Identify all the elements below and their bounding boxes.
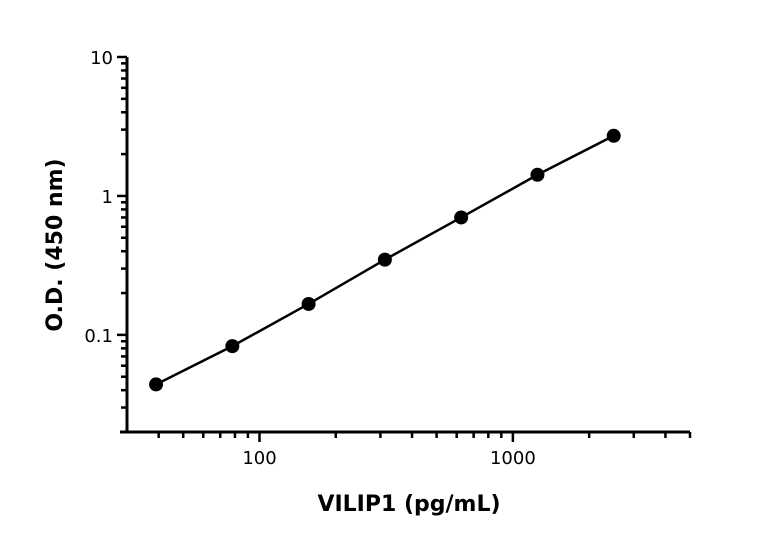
x-tick-label: 1000 — [490, 448, 536, 469]
y-tick-label: 10 — [90, 48, 113, 69]
data-point — [530, 167, 545, 182]
y-axis-label: O.D. (450 nm) — [43, 158, 68, 331]
x-axis-label: VILIP1 (pg/mL) — [317, 492, 500, 517]
data-point — [149, 377, 164, 392]
data-point — [454, 210, 469, 225]
data-point — [225, 339, 240, 354]
data-point — [301, 296, 316, 311]
data-point — [377, 252, 392, 267]
y-tick-label: 0.1 — [84, 326, 113, 347]
y-tick-label: 1 — [102, 187, 113, 208]
data-point — [606, 128, 621, 143]
x-tick-label: 100 — [242, 448, 276, 469]
data-marks — [149, 128, 621, 392]
axes: 100 1000 0.1 1 10 — [84, 48, 692, 469]
